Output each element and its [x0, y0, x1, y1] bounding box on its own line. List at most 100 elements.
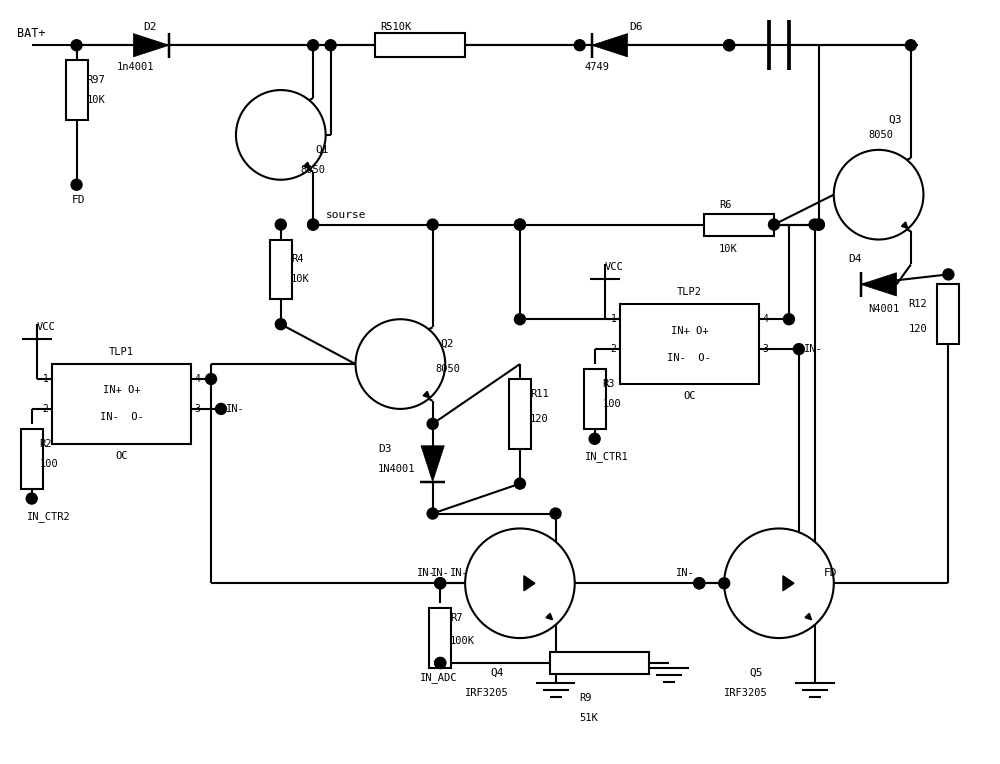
Text: R12: R12: [909, 299, 927, 309]
Text: R2: R2: [40, 439, 52, 448]
Circle shape: [724, 40, 735, 50]
Text: Q1: Q1: [316, 145, 329, 155]
Text: 3: 3: [762, 344, 768, 354]
Circle shape: [809, 219, 820, 230]
Circle shape: [71, 180, 82, 190]
Text: IN_CTR2: IN_CTR2: [27, 511, 70, 522]
Circle shape: [589, 433, 600, 445]
Text: 1n4001: 1n4001: [116, 62, 154, 72]
Bar: [620, 304, 759, 384]
Text: 2: 2: [43, 404, 49, 414]
Polygon shape: [421, 445, 444, 481]
Text: OC: OC: [115, 451, 128, 461]
Text: 10K: 10K: [87, 95, 105, 105]
Text: 2: 2: [611, 344, 617, 354]
Circle shape: [275, 319, 286, 330]
Circle shape: [514, 219, 525, 230]
Circle shape: [813, 219, 824, 230]
Text: IRF3205: IRF3205: [724, 688, 768, 698]
Bar: [66, 60, 88, 120]
Circle shape: [308, 40, 319, 50]
Circle shape: [943, 269, 954, 280]
Circle shape: [308, 219, 319, 230]
Bar: [429, 608, 451, 668]
Circle shape: [514, 314, 525, 325]
Text: IN_ADC: IN_ADC: [420, 672, 458, 683]
Circle shape: [905, 40, 916, 50]
Bar: [21, 429, 43, 489]
Circle shape: [236, 90, 326, 180]
Circle shape: [793, 344, 804, 354]
Text: IRF3205: IRF3205: [465, 688, 509, 698]
Text: 1: 1: [611, 314, 617, 324]
Text: 8050: 8050: [301, 165, 326, 175]
Text: 1N4001: 1N4001: [378, 464, 415, 474]
Text: FD: FD: [72, 195, 85, 205]
Text: R11: R11: [530, 389, 549, 399]
Text: R6: R6: [719, 199, 732, 209]
Circle shape: [26, 493, 37, 504]
Text: D3: D3: [378, 444, 391, 454]
Circle shape: [724, 529, 834, 638]
Text: IN+ O+: IN+ O+: [103, 385, 140, 395]
Circle shape: [427, 508, 438, 519]
Text: 3: 3: [194, 404, 200, 414]
Text: sourse: sourse: [326, 209, 366, 219]
Text: IN-  O-: IN- O-: [667, 353, 711, 363]
Text: 100: 100: [40, 458, 58, 468]
Text: 10K: 10K: [719, 244, 738, 254]
Circle shape: [550, 508, 561, 519]
Text: TLP1: TLP1: [109, 347, 134, 357]
Text: IN-: IN-: [804, 344, 823, 354]
Text: 120: 120: [530, 414, 549, 424]
Circle shape: [465, 529, 575, 638]
Text: 1: 1: [43, 374, 49, 384]
Text: 8050: 8050: [869, 130, 894, 140]
Text: IN_CTR1: IN_CTR1: [585, 452, 628, 462]
Text: 8050: 8050: [435, 364, 460, 374]
Text: Q5: Q5: [749, 668, 763, 678]
Circle shape: [275, 219, 286, 230]
Circle shape: [435, 578, 446, 589]
Circle shape: [719, 578, 730, 589]
Text: R9: R9: [580, 693, 592, 703]
Text: IN-: IN-: [431, 568, 450, 578]
Circle shape: [71, 40, 82, 50]
Circle shape: [308, 219, 319, 230]
Polygon shape: [783, 576, 794, 591]
Circle shape: [834, 150, 923, 240]
Text: R97: R97: [87, 75, 105, 85]
Bar: [937, 284, 959, 344]
Bar: [375, 34, 465, 57]
Text: OC: OC: [683, 391, 696, 401]
Circle shape: [216, 403, 226, 414]
Circle shape: [574, 40, 585, 50]
Text: IN+ O+: IN+ O+: [671, 325, 708, 335]
Circle shape: [435, 658, 446, 668]
Bar: [509, 379, 531, 448]
Circle shape: [206, 374, 217, 384]
Text: VCC: VCC: [37, 322, 55, 332]
Circle shape: [694, 578, 705, 589]
Circle shape: [427, 219, 438, 230]
Text: Q3: Q3: [889, 115, 902, 125]
Text: TLP2: TLP2: [677, 287, 702, 297]
Bar: [584, 369, 606, 429]
Text: 4: 4: [194, 374, 200, 384]
Circle shape: [694, 578, 705, 589]
Text: D6: D6: [630, 22, 643, 32]
Text: R3: R3: [603, 379, 615, 389]
Text: 100: 100: [603, 399, 621, 409]
Text: D2: D2: [143, 22, 157, 32]
Text: 120: 120: [909, 324, 927, 334]
Text: VCC: VCC: [605, 262, 623, 273]
Text: BAT+: BAT+: [17, 27, 45, 40]
Circle shape: [514, 478, 525, 489]
Circle shape: [427, 419, 438, 429]
Text: 4: 4: [762, 314, 768, 324]
Text: IN-: IN-: [416, 568, 435, 578]
Text: IN-: IN-: [226, 404, 245, 414]
Text: N4001: N4001: [869, 304, 900, 314]
Circle shape: [356, 319, 445, 409]
Circle shape: [325, 40, 336, 50]
